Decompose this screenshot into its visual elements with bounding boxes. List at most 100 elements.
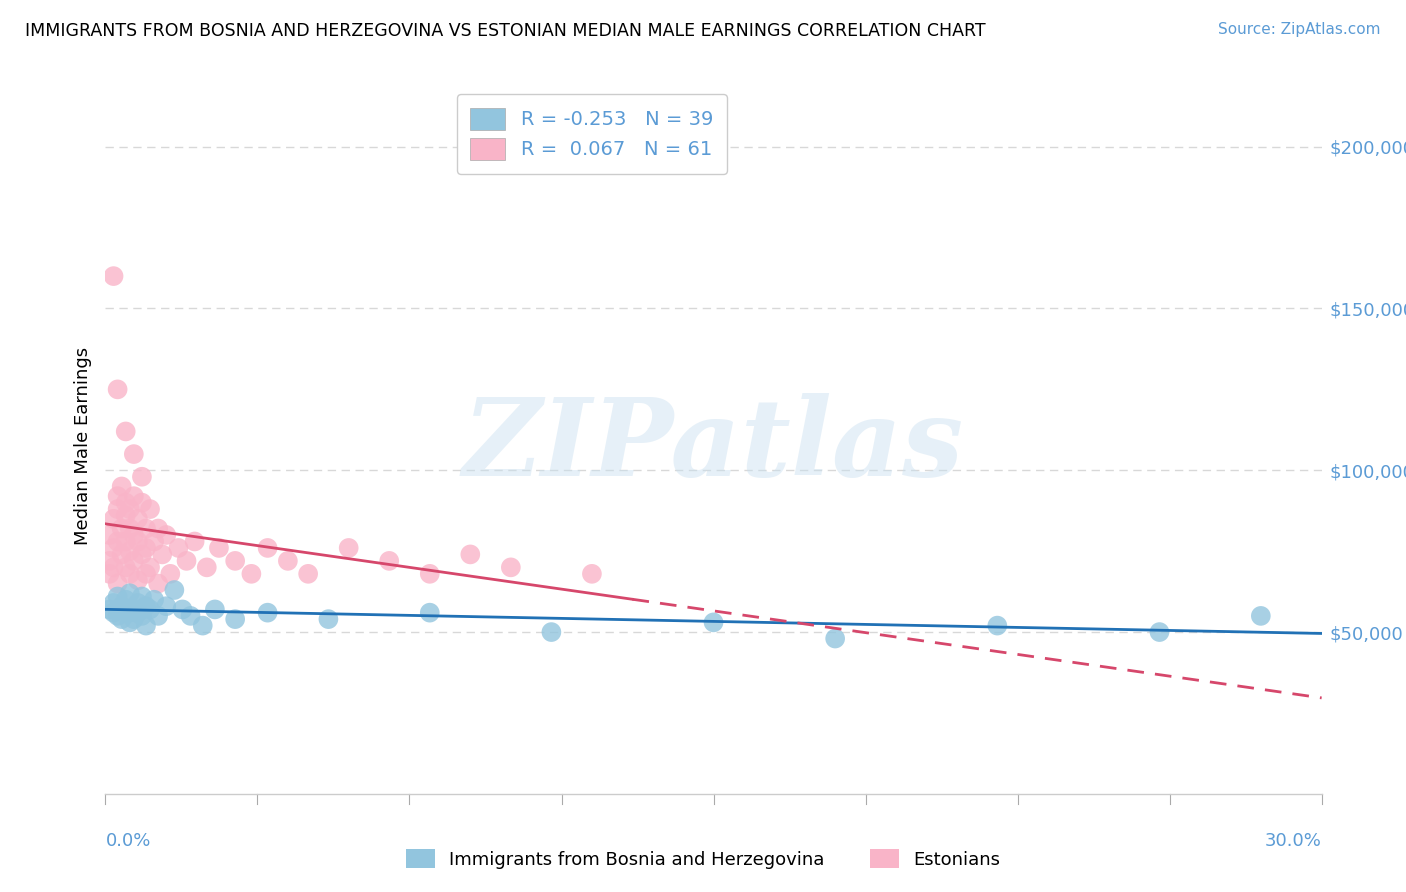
Point [135, 618, 157, 632]
Point [114, 602, 136, 616]
Point [122, 489, 145, 503]
Point [114, 495, 136, 509]
Point [118, 606, 141, 620]
Point [122, 528, 145, 542]
Point [224, 612, 246, 626]
Point [111, 548, 134, 562]
Point [277, 554, 299, 568]
Point [114, 560, 136, 574]
Point [118, 566, 141, 581]
Y-axis label: Median Male Earnings: Median Male Earnings [73, 347, 91, 545]
Point [191, 618, 214, 632]
Point [127, 534, 149, 549]
Point [131, 469, 153, 483]
Point [155, 599, 177, 614]
Point [118, 544, 141, 558]
Point [122, 612, 145, 626]
Point [107, 608, 129, 623]
Point [458, 548, 481, 562]
Point [98, 554, 121, 568]
Point [135, 566, 157, 581]
Point [159, 566, 181, 581]
Point [540, 625, 562, 640]
Point [111, 479, 134, 493]
Point [1149, 625, 1171, 640]
Point [337, 541, 360, 555]
Point [150, 548, 173, 562]
Point [103, 541, 125, 555]
Point [98, 602, 121, 616]
Point [98, 566, 121, 581]
Point [127, 512, 149, 526]
Point [180, 608, 202, 623]
Point [103, 269, 125, 284]
Point [419, 606, 441, 620]
Point [208, 541, 231, 555]
Point [146, 576, 169, 591]
Point [163, 582, 186, 597]
Point [103, 606, 125, 620]
Point [111, 599, 134, 614]
Point [297, 566, 319, 581]
Point [167, 541, 190, 555]
Point [176, 554, 198, 568]
Legend: Immigrants from Bosnia and Herzegovina, Estonians: Immigrants from Bosnia and Herzegovina, … [399, 841, 1007, 876]
Point [195, 560, 218, 574]
Point [378, 554, 401, 568]
Point [204, 602, 226, 616]
Point [107, 590, 129, 604]
Point [118, 522, 141, 536]
Point [114, 592, 136, 607]
Point [419, 566, 441, 581]
Point [131, 590, 153, 604]
Text: 0.0%: 0.0% [105, 832, 150, 850]
Point [581, 566, 603, 581]
Point [127, 606, 149, 620]
Point [240, 566, 263, 581]
Point [118, 586, 141, 600]
Point [135, 599, 157, 614]
Point [172, 602, 194, 616]
Point [183, 534, 205, 549]
Point [146, 522, 169, 536]
Point [107, 383, 129, 397]
Point [139, 502, 162, 516]
Point [135, 522, 157, 536]
Point [122, 602, 145, 616]
Point [114, 534, 136, 549]
Text: IMMIGRANTS FROM BOSNIA AND HERZEGOVINA VS ESTONIAN MEDIAN MALE EARNINGS CORRELAT: IMMIGRANTS FROM BOSNIA AND HERZEGOVINA V… [25, 22, 986, 40]
Point [107, 534, 129, 549]
Point [224, 554, 246, 568]
Point [143, 592, 166, 607]
Point [499, 560, 522, 574]
Point [103, 560, 125, 574]
Point [139, 560, 162, 574]
Point [114, 425, 136, 439]
Point [127, 574, 149, 588]
Point [98, 528, 121, 542]
Point [127, 596, 149, 610]
Point [135, 541, 157, 555]
Point [107, 576, 129, 591]
Point [318, 612, 340, 626]
Point [111, 612, 134, 626]
Point [702, 615, 725, 630]
Legend: R = -0.253   N = 39, R =  0.067   N = 61: R = -0.253 N = 39, R = 0.067 N = 61 [457, 94, 727, 174]
Point [103, 596, 125, 610]
Point [107, 502, 129, 516]
Point [155, 528, 177, 542]
Point [114, 508, 136, 523]
Point [986, 618, 1008, 632]
Point [256, 606, 278, 620]
Point [131, 548, 153, 562]
Point [103, 512, 125, 526]
Point [118, 502, 141, 516]
Point [118, 615, 141, 630]
Point [139, 602, 162, 616]
Point [143, 534, 166, 549]
Point [146, 608, 169, 623]
Point [256, 541, 278, 555]
Point [131, 495, 153, 509]
Point [107, 489, 129, 503]
Point [1250, 608, 1272, 623]
